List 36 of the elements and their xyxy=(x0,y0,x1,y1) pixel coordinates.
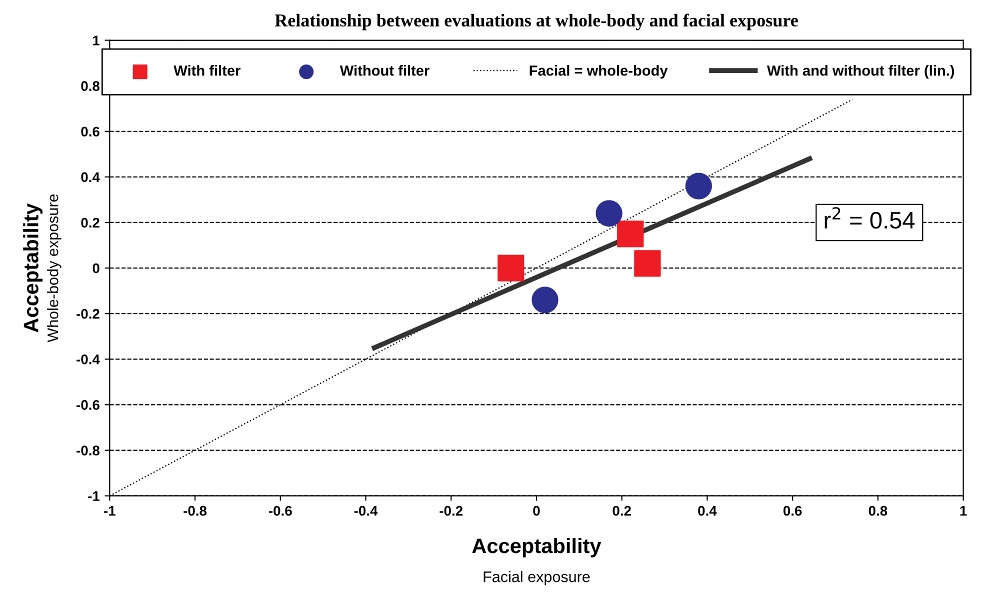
text: Acceptability Facial exposure xyxy=(472,538,602,586)
y-tick-label: 0.8 xyxy=(81,81,100,91)
y-tick-label: 0.4 xyxy=(81,172,100,182)
y-tick-label: 0.2 xyxy=(81,218,100,228)
x-tick-label: 1 xyxy=(960,506,967,516)
y-tick-label: 0.6 xyxy=(81,126,100,137)
x-tick-label: 0.6 xyxy=(783,506,802,516)
x-tick-label: 0.2 xyxy=(612,506,631,516)
point xyxy=(498,254,524,282)
y-tick-label: -0.6 xyxy=(76,400,100,410)
y-tick-label: -0.8 xyxy=(76,446,100,456)
chart-title: Relationship between evaluations at whole-body and facial exposure xyxy=(274,14,798,30)
point xyxy=(532,286,558,314)
x-tick-label: 0.4 xyxy=(698,506,717,516)
y-tick-label: -0.2 xyxy=(76,308,100,319)
point xyxy=(596,200,622,227)
annotation: r$^{2}$ = 0.54 xyxy=(824,207,915,229)
legend-label: With filter xyxy=(174,65,241,76)
x-tick-label: -0.4 xyxy=(354,506,378,516)
point xyxy=(634,250,661,277)
point xyxy=(685,172,712,200)
x-tick-label: 0.8 xyxy=(868,506,888,516)
point xyxy=(617,220,644,248)
y-tick-label: -1 xyxy=(88,491,100,501)
legend-label: With and without filter (lin.) xyxy=(766,65,954,79)
x-tick-label: -0.8 xyxy=(184,506,207,516)
x-tick-label: 0 xyxy=(533,506,540,516)
y-tick-label: -0.4 xyxy=(76,354,100,364)
x-tick-label: -0.2 xyxy=(440,506,463,516)
legend-label: Without filter xyxy=(340,65,430,76)
x-tick-label: -1 xyxy=(104,506,116,516)
x-tick-label: -0.6 xyxy=(268,506,292,516)
y-axis-title: Acceptability Whole-body exposure xyxy=(23,194,62,342)
y-tick-label: 1 xyxy=(93,36,100,46)
y-tick-label: 0 xyxy=(92,263,100,274)
legend-label: Facial = whole-body xyxy=(530,65,668,79)
